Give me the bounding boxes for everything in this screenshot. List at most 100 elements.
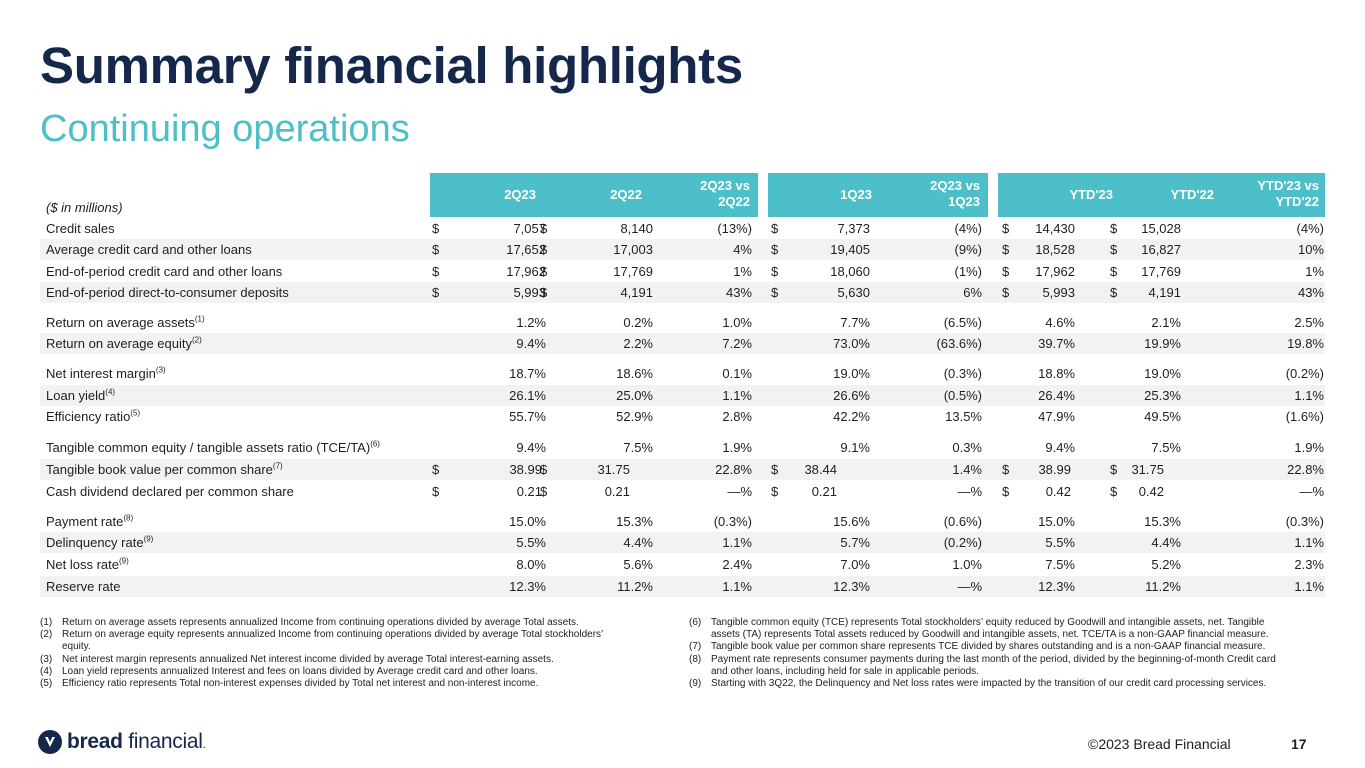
copyright-text: ©2023 Bread Financial	[1088, 736, 1231, 752]
col-header-1q23: 1Q23	[840, 187, 872, 202]
currency-sign: $	[432, 242, 440, 257]
currency-sign: $	[771, 264, 779, 279]
cell-value: —%	[727, 484, 752, 499]
cell-value: 12.3%	[833, 579, 870, 594]
row-label: Efficiency ratio(5)	[46, 408, 141, 424]
cell-value: 1.0%	[952, 557, 982, 572]
row-label: Tangible common equity / tangible assets…	[46, 439, 380, 455]
cell-value: —%	[957, 484, 982, 499]
table-row: End-of-period direct-to-consumer deposit…	[40, 282, 1325, 303]
currency-sign: $	[540, 285, 548, 300]
row-label: Loan yield(4)	[46, 387, 116, 403]
currency-sign: $	[432, 462, 440, 477]
cell-value: —%	[957, 579, 982, 594]
cell-value: 43%	[725, 285, 752, 300]
footnote: (1) Return on average assets represents a…	[40, 617, 579, 628]
cell-value: (4%)	[954, 221, 982, 236]
cell-value: 0.21	[604, 484, 630, 499]
cell-value: (0.6%)	[943, 514, 982, 529]
currency-sign: $	[540, 242, 548, 257]
cell-value: 2.3%	[1294, 557, 1324, 572]
currency-sign: $	[540, 484, 548, 499]
cell-value: 8.0%	[516, 557, 546, 572]
cell-value: 18,060	[830, 264, 870, 279]
cell-value: (0.3%)	[1285, 514, 1324, 529]
currency-sign: $	[1002, 242, 1010, 257]
cell-value: 26.1%	[509, 388, 546, 403]
cell-value: 0.42	[1138, 484, 1164, 499]
header-group-ytd: YTD'23 YTD'22 YTD'23 vs YTD'22	[998, 173, 1325, 217]
table-row: Delinquency rate(9) 5.5% 4.4% 1.1% 5.7% (0.2%…	[40, 532, 1325, 553]
cell-value: (0.5%)	[943, 388, 982, 403]
currency-sign: $	[540, 221, 548, 236]
table-row: Reserve rate 12.3% 11.2% 1.1% 12.3% —% 12.3% 11…	[40, 576, 1325, 597]
cell-value: 1%	[1305, 264, 1324, 279]
cell-value: 1.2%	[516, 315, 546, 330]
cell-value: 5.2%	[1151, 557, 1181, 572]
currency-sign: $	[771, 462, 779, 477]
cell-value: 2.5%	[1294, 315, 1324, 330]
cell-value: 25.0%	[616, 388, 653, 403]
cell-value: 7,373	[837, 221, 870, 236]
currency-sign: $	[432, 484, 440, 499]
cell-value: (4%)	[1296, 221, 1324, 236]
cell-value: 19.0%	[833, 366, 870, 381]
footnote-ref: (9)	[118, 556, 129, 566]
bread-financial-logo: bread financial.	[38, 730, 206, 754]
table-row: Net loss rate(9) 8.0% 5.6% 2.4% 7.0% 1.0% 7.5%…	[40, 554, 1325, 575]
currency-sign: $	[771, 285, 779, 300]
cell-value: 17,962	[506, 264, 546, 279]
cell-value: 16,827	[1141, 242, 1181, 257]
col-header-ytd23: YTD'23	[1069, 187, 1113, 202]
footnote-ref: (3)	[155, 365, 166, 375]
footnote: (9) Starting with 3Q22, the Delinquency a…	[689, 678, 1267, 689]
cell-value: 5,993	[1042, 285, 1075, 300]
cell-value: 15,028	[1141, 221, 1181, 236]
row-label: Average credit card and other loans	[46, 242, 252, 257]
cell-value: 15.6%	[833, 514, 870, 529]
cell-value: 7.5%	[1151, 440, 1181, 455]
cell-value: 1.4%	[952, 462, 982, 477]
cell-value: (0.2%)	[943, 535, 982, 550]
table-row: Return on average equity(2) 9.4% 2.2% 7.2% 7…	[40, 333, 1325, 354]
cell-value: 17,652	[506, 242, 546, 257]
slide-subtitle: Continuing operations	[40, 108, 410, 150]
cell-value: 2.4%	[722, 557, 752, 572]
footnote-ref: (8)	[123, 513, 134, 523]
currency-sign: $	[540, 264, 548, 279]
cell-value: 17,769	[1141, 264, 1181, 279]
footnote: (7) Tangible book value per common share …	[689, 641, 1266, 653]
cell-value: 38.44	[804, 462, 837, 477]
footnote-ref: (5)	[130, 408, 141, 418]
footnote: (5) Efficiency ratio represents Total non…	[40, 678, 539, 689]
cell-value: 0.1%	[722, 366, 752, 381]
row-label: End-of-period direct-to-consumer deposit…	[46, 285, 289, 300]
table-row: Tangible common equity / tangible assets…	[40, 437, 1325, 458]
cell-value: 1.0%	[722, 315, 752, 330]
cell-value: 15.3%	[1144, 514, 1181, 529]
cell-value: 7.7%	[840, 315, 870, 330]
cell-value: 19.0%	[1144, 366, 1181, 381]
cell-value: 38.99	[1038, 462, 1071, 477]
row-label: Credit sales	[46, 221, 115, 236]
cell-value: 1.1%	[722, 579, 752, 594]
col-header-ytd22: YTD'22	[1170, 187, 1214, 202]
cell-value: 2.8%	[722, 409, 752, 424]
cell-value: 5.6%	[623, 557, 653, 572]
cell-value: 26.4%	[1038, 388, 1075, 403]
currency-sign: $	[1002, 221, 1010, 236]
cell-value: 18.7%	[509, 366, 546, 381]
row-label: Reserve rate	[46, 579, 121, 594]
cell-value: 1.1%	[1294, 535, 1324, 550]
cell-value: 7.0%	[840, 557, 870, 572]
col-header-ytd23-vs-ytd22: YTD'23 vs YTD'22	[1257, 178, 1319, 209]
footnote-ref: (1)	[194, 314, 205, 324]
currency-sign: $	[1110, 242, 1118, 257]
cell-value: 11.2%	[1145, 579, 1181, 594]
cell-value: 12.3%	[509, 579, 546, 594]
cell-value: 10%	[1297, 242, 1324, 257]
cell-value: 22.8%	[1287, 462, 1324, 477]
row-label: Return on average equity(2)	[46, 335, 202, 351]
cell-value: 15.3%	[616, 514, 653, 529]
currency-sign: $	[771, 242, 779, 257]
